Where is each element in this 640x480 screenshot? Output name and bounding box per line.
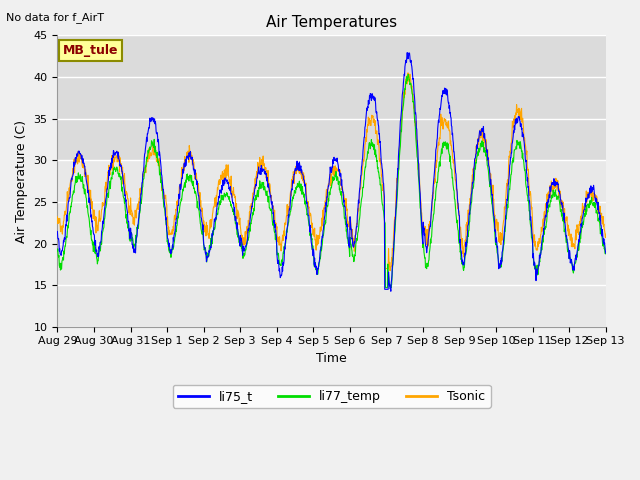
Title: Air Temperatures: Air Temperatures [266,15,397,30]
Text: No data for f_AirT: No data for f_AirT [6,12,104,23]
X-axis label: Time: Time [316,352,347,365]
Legend: li75_t, li77_temp, Tsonic: li75_t, li77_temp, Tsonic [173,385,490,408]
Y-axis label: Air Temperature (C): Air Temperature (C) [15,120,28,242]
Text: MB_tule: MB_tule [63,44,118,57]
Bar [58,36,605,160]
